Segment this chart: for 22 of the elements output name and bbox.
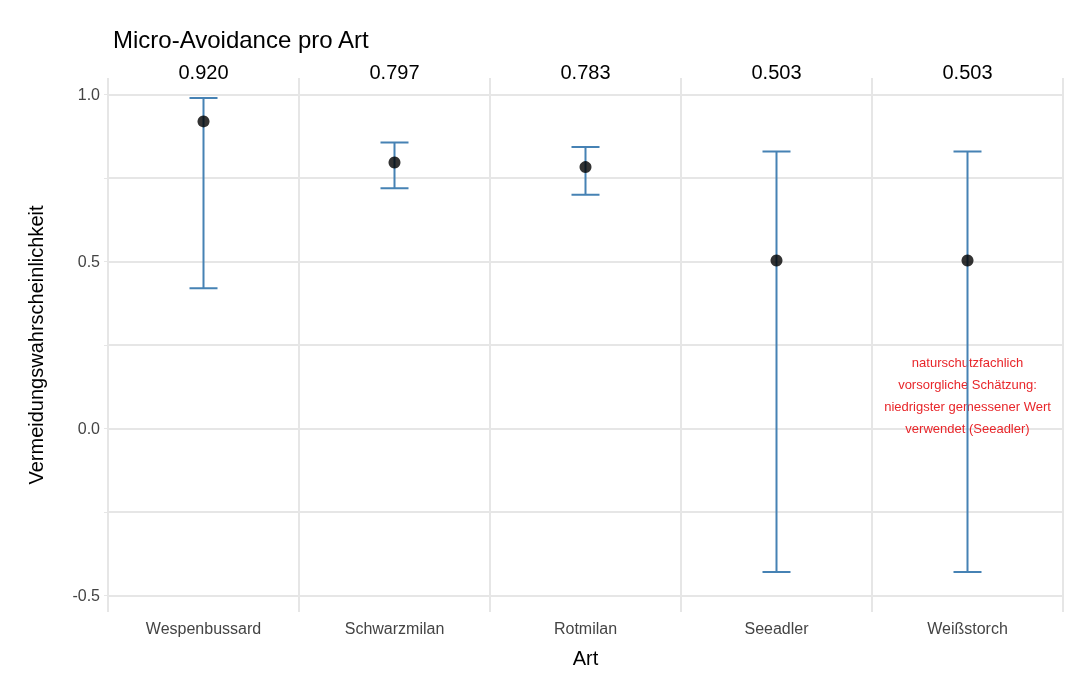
y-axis-title: Vermeidungswahrscheinlichkeit	[25, 205, 47, 485]
x-tick-label: Schwarzmilan	[344, 619, 445, 637]
x-axis-title: Art	[572, 647, 599, 669]
y-tick-label: 1.0	[77, 86, 101, 104]
point	[388, 156, 401, 169]
x-tick-label: Seeadler	[744, 619, 810, 637]
text: 0.920	[178, 61, 229, 83]
x-tick-label: Wespenbussard	[145, 619, 262, 637]
point	[770, 254, 783, 267]
y-tick-label: -0.5	[72, 586, 101, 604]
text: 0.503	[942, 61, 993, 83]
chart-title: Micro-Avoidance pro Art	[113, 25, 369, 53]
text: 0.503	[751, 61, 802, 83]
x-tick-label: Weißstorch	[927, 619, 1008, 637]
point	[579, 161, 592, 174]
y-tick-label: 0.0	[77, 419, 101, 437]
point	[961, 254, 974, 267]
text: 0.797	[369, 61, 420, 83]
y-tick-label: 0.5	[77, 253, 101, 271]
x-tick-label: Rotmilan	[553, 619, 618, 637]
point	[197, 115, 210, 128]
text: 0.783	[560, 61, 611, 83]
